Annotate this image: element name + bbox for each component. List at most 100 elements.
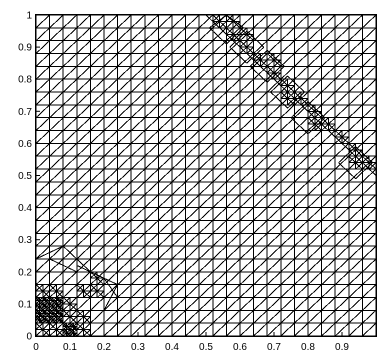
mesh-edge bbox=[69, 329, 74, 334]
mesh-edge bbox=[158, 130, 377, 337]
mesh-edge bbox=[35, 14, 336, 298]
y-tick-label: 0 bbox=[26, 332, 32, 343]
y-tick-label: 0.2 bbox=[18, 267, 32, 278]
mesh-edge bbox=[280, 245, 377, 337]
mesh-edge bbox=[328, 123, 336, 131]
mesh-edge bbox=[83, 284, 91, 292]
mesh-edge bbox=[35, 319, 40, 324]
mesh-edge bbox=[368, 162, 377, 170]
mesh-edge bbox=[260, 59, 268, 67]
mesh-edge bbox=[35, 14, 118, 93]
mesh-edge bbox=[42, 300, 47, 305]
x-tick-label: 0 bbox=[33, 342, 39, 353]
mesh-edge bbox=[368, 155, 377, 164]
mesh-edge bbox=[35, 14, 295, 260]
mesh-edge bbox=[59, 297, 64, 302]
mesh-edge bbox=[290, 101, 309, 119]
mesh-edge bbox=[253, 53, 261, 61]
mesh-edge bbox=[226, 14, 244, 29]
mesh-edge bbox=[287, 75, 305, 93]
mesh-edge bbox=[62, 326, 67, 330]
mesh-edge bbox=[69, 303, 78, 311]
mesh-edge bbox=[56, 284, 64, 292]
mesh-edge bbox=[52, 309, 57, 314]
mesh-edge bbox=[59, 313, 64, 318]
mesh-edge bbox=[39, 303, 44, 308]
mesh-edge bbox=[62, 245, 91, 273]
mesh-edge bbox=[42, 284, 50, 292]
mesh-edge bbox=[49, 290, 57, 298]
mesh-edge bbox=[49, 309, 54, 314]
mesh-edge bbox=[171, 143, 377, 337]
mesh-edge bbox=[62, 309, 71, 318]
mesh-edge bbox=[56, 300, 61, 305]
mesh-edge bbox=[62, 332, 67, 337]
mesh-edge bbox=[49, 300, 54, 305]
mesh-edge bbox=[362, 155, 370, 164]
mesh-edge bbox=[246, 40, 254, 48]
mesh-edge bbox=[59, 316, 64, 321]
mesh-edge bbox=[226, 194, 377, 337]
mesh-edge bbox=[45, 297, 50, 302]
mesh-edge bbox=[307, 117, 326, 135]
mesh-edge bbox=[338, 162, 356, 180]
mesh-edge bbox=[35, 14, 91, 67]
y-tick-label: 0.3 bbox=[18, 235, 32, 246]
mesh-edge bbox=[307, 123, 316, 131]
mesh-edge bbox=[96, 284, 105, 292]
y-tick-label: 1 bbox=[26, 11, 32, 22]
mesh-edge bbox=[69, 309, 78, 318]
mesh-edge bbox=[52, 319, 57, 324]
mesh-edge bbox=[103, 277, 119, 298]
mesh-edge bbox=[45, 309, 50, 314]
mesh-edge bbox=[96, 290, 105, 298]
mesh-edge bbox=[56, 303, 61, 308]
mesh-edge bbox=[56, 306, 61, 311]
mesh-edge bbox=[42, 329, 50, 337]
mesh-edge bbox=[90, 284, 98, 292]
mesh-edge bbox=[35, 14, 186, 157]
mesh-edge bbox=[294, 91, 302, 99]
mesh-edge bbox=[66, 332, 71, 337]
mesh-edge bbox=[69, 316, 78, 324]
mesh-edge bbox=[76, 309, 84, 318]
mesh-edge bbox=[35, 14, 200, 170]
mesh-edge bbox=[362, 322, 377, 337]
mesh-edge bbox=[90, 277, 98, 286]
mesh-edge bbox=[83, 290, 91, 298]
mesh-edge bbox=[59, 309, 64, 314]
mesh-edge bbox=[314, 104, 322, 112]
mesh-edge bbox=[52, 313, 57, 318]
mesh-edge bbox=[73, 326, 78, 330]
mesh-edge bbox=[42, 306, 47, 311]
mesh-edge bbox=[334, 297, 377, 337]
mesh-edge bbox=[198, 168, 377, 337]
mesh-edge bbox=[35, 14, 350, 311]
mesh-edge bbox=[35, 14, 105, 80]
mesh-edge bbox=[73, 322, 78, 327]
mesh-edge bbox=[229, 30, 248, 48]
mesh-edge bbox=[348, 143, 356, 151]
mesh-edge bbox=[35, 14, 268, 234]
mesh-edge bbox=[49, 258, 78, 273]
mesh-edge bbox=[49, 303, 54, 308]
mesh-edge bbox=[287, 85, 295, 93]
mesh-edge bbox=[62, 297, 71, 305]
mesh-edge bbox=[103, 284, 119, 311]
mesh-edge bbox=[273, 72, 282, 80]
mesh-edge bbox=[232, 27, 241, 35]
mesh-edge bbox=[314, 110, 322, 119]
mesh-edge bbox=[39, 316, 44, 321]
mesh-edge bbox=[62, 40, 377, 337]
mesh-edge bbox=[290, 117, 309, 135]
mesh-edge bbox=[76, 264, 105, 279]
mesh-edge bbox=[321, 284, 377, 337]
mesh-edge bbox=[229, 46, 248, 64]
mesh-edge bbox=[355, 146, 373, 164]
mesh-edge bbox=[42, 303, 47, 308]
mesh-edge bbox=[35, 284, 44, 292]
mesh-edge bbox=[35, 14, 64, 42]
mesh-edge bbox=[232, 33, 241, 42]
mesh-edge bbox=[266, 232, 377, 337]
